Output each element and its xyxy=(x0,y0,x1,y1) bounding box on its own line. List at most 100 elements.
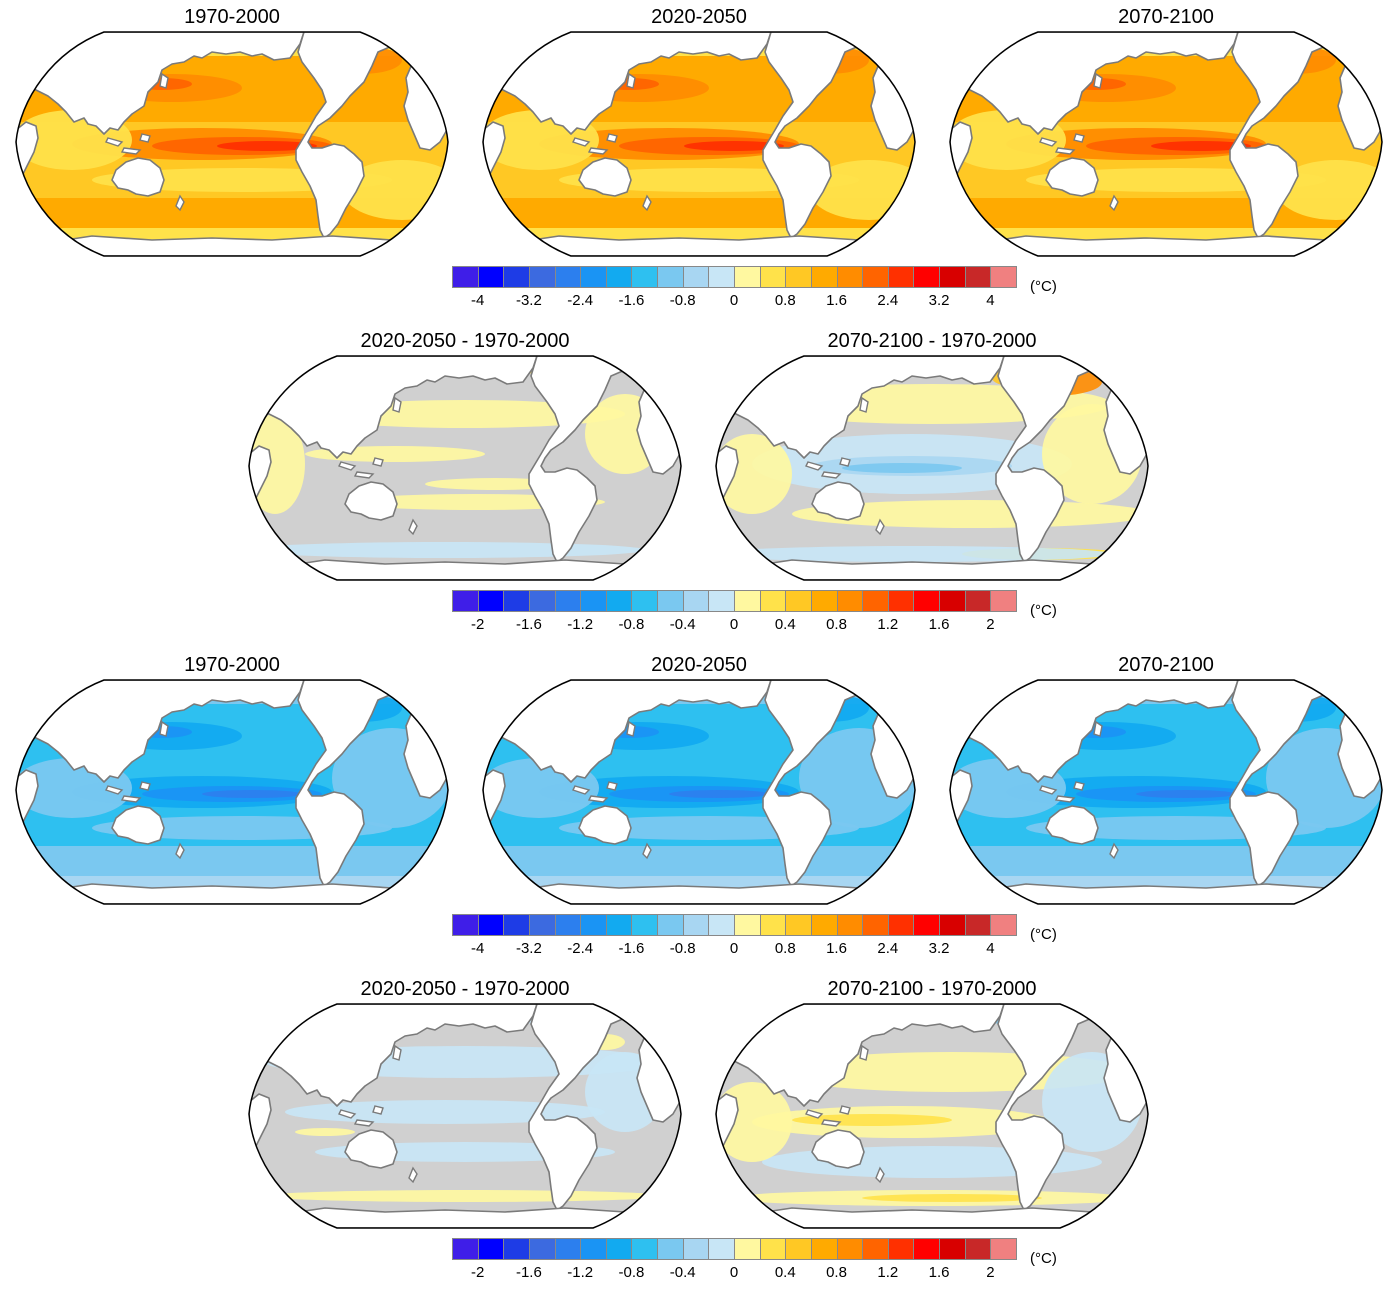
colorbar-tick-label: 1.2 xyxy=(877,616,899,633)
colorbar-swatch xyxy=(734,266,761,288)
land-island xyxy=(392,396,402,413)
colorbar-swatch xyxy=(810,266,838,288)
field-feature xyxy=(792,500,1148,528)
colorbar-swatch xyxy=(734,590,761,612)
land-island xyxy=(839,457,851,467)
colorbar-swatch xyxy=(477,590,505,612)
colorbar-tick-label: 2 xyxy=(986,616,995,633)
field-feature xyxy=(1151,141,1251,151)
land-island xyxy=(159,720,169,737)
colorbar-swatch xyxy=(503,266,530,288)
colorbar-unit: (°C) xyxy=(1030,926,1057,943)
field-feature xyxy=(285,1100,605,1124)
colorbar-swatch xyxy=(708,914,735,936)
land-asia xyxy=(950,32,1239,135)
land-antarctica xyxy=(985,235,1357,256)
land-australia xyxy=(578,805,632,845)
colorbar-tick-label: -0.4 xyxy=(669,1264,696,1281)
colorbar-tick-label: -0.8 xyxy=(618,1264,645,1281)
land-island xyxy=(820,1119,842,1127)
panel-title-6: 1970-2000 xyxy=(184,654,280,676)
colorbar-swatch xyxy=(605,914,633,936)
panel-title-5: 2070-2100 - 1970-2000 xyxy=(827,330,1037,352)
land-australia xyxy=(811,1129,865,1169)
land-asia xyxy=(249,1004,538,1107)
land-island xyxy=(372,1105,384,1115)
land-island xyxy=(105,137,124,147)
colorbar-tick-label: 1.6 xyxy=(928,616,950,633)
ocean-field xyxy=(16,680,448,904)
colorbar-unit: (°C) xyxy=(1030,1250,1057,1267)
land-americas xyxy=(295,680,448,887)
colorbar-tick-label: -1.6 xyxy=(515,616,542,633)
land-americas xyxy=(1229,680,1382,887)
colorbar-tick-label: -2 xyxy=(470,616,485,633)
colorbar-swatch xyxy=(810,914,838,936)
colorbar-tick-label: -3.2 xyxy=(515,292,542,309)
map-panel-9 xyxy=(248,1003,682,1229)
colorbar-swatch xyxy=(708,1238,735,1260)
colorbar-tick-label: -4 xyxy=(470,292,485,309)
colorbar-tick-label: 2.4 xyxy=(877,292,899,309)
colorbar-swatch xyxy=(734,914,761,936)
map-panel-3 xyxy=(949,31,1383,257)
colorbar-swatch xyxy=(657,914,684,936)
panel-title-7: 2020-2050 xyxy=(651,654,747,676)
land-island xyxy=(159,72,169,89)
colorbar-tick-label: -0.8 xyxy=(669,292,696,309)
colorbar-swatch xyxy=(657,1238,684,1260)
colorbar-swatch xyxy=(452,1238,479,1260)
colorbar-swatch xyxy=(477,914,505,936)
land-australia xyxy=(1045,157,1099,197)
field-feature xyxy=(862,1194,1042,1202)
land-americas xyxy=(295,32,448,239)
colorbar-swatch xyxy=(554,590,582,612)
colorbar-tick-label: -1.6 xyxy=(618,940,645,957)
field-feature xyxy=(265,1190,665,1202)
colorbar-swatch xyxy=(503,1238,530,1260)
colorbar-swatch xyxy=(631,590,659,612)
land-island xyxy=(1093,720,1103,737)
land-antarctica xyxy=(284,1207,656,1228)
map-outline xyxy=(715,1003,1149,1229)
colorbar-swatch xyxy=(605,590,633,612)
land-island xyxy=(175,194,185,212)
colorbar-swatch xyxy=(862,590,889,612)
land-island xyxy=(175,842,185,860)
map-outline xyxy=(949,679,1383,905)
land-americas xyxy=(1229,32,1382,239)
land-australia xyxy=(1045,805,1099,845)
colorbar-swatch xyxy=(605,1238,633,1260)
land-island xyxy=(606,133,618,143)
map-panel-2 xyxy=(482,31,916,257)
land-island xyxy=(1073,133,1085,143)
colorbar-swatch xyxy=(554,266,582,288)
map-outline xyxy=(715,355,1149,581)
field-feature xyxy=(1136,790,1236,798)
land-island xyxy=(875,518,885,536)
colorbar-unit: (°C) xyxy=(1030,602,1057,619)
colorbar-tick-label: 0.4 xyxy=(774,616,796,633)
land-island xyxy=(120,795,142,803)
land-island xyxy=(626,720,636,737)
colorbar-swatch xyxy=(759,266,787,288)
colorbar-swatch xyxy=(862,266,889,288)
land-island xyxy=(1109,194,1119,212)
land-island xyxy=(642,194,652,212)
land-island xyxy=(353,1119,375,1127)
colorbar-swatch xyxy=(887,590,915,612)
colorbar-tick-label: -2.4 xyxy=(567,940,594,957)
colorbar-tick-label: 1.6 xyxy=(826,940,847,957)
colorbar-swatch xyxy=(913,266,941,288)
colorbar-swatch xyxy=(528,914,556,936)
colorbar-swatch xyxy=(631,1238,659,1260)
ocean-field xyxy=(483,680,915,904)
map-outline xyxy=(482,679,916,905)
colorbar-swatch xyxy=(836,266,864,288)
land-island xyxy=(642,842,652,860)
land-island xyxy=(338,1109,357,1119)
land-antarctica xyxy=(985,883,1357,904)
colorbar-tick-label: -1.2 xyxy=(567,1264,594,1281)
colorbar-swatch xyxy=(631,266,659,288)
colorbar-swatch xyxy=(759,590,787,612)
